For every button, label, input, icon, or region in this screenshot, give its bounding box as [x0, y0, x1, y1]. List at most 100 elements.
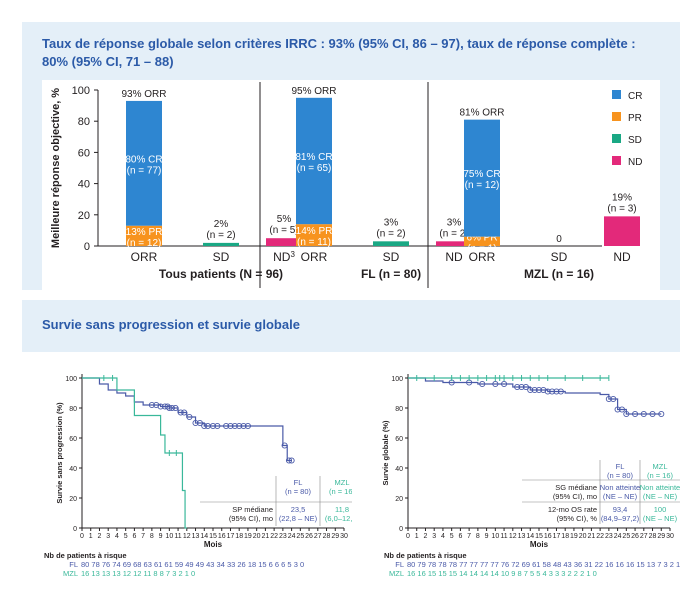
risk-row-values: 80 78 76 74 69 68 63 61 61 59 49 49 43 3…: [81, 560, 304, 569]
y-tick-label: 100: [391, 376, 403, 383]
bar-segment-cr: [464, 119, 500, 237]
y-tick-label: 60: [395, 436, 403, 443]
x-tick-label: 20: [579, 533, 587, 540]
legend-swatch-pr: [612, 112, 621, 121]
x-tick-label: 22: [596, 533, 604, 540]
y-tick-label: 100: [72, 85, 90, 97]
bar-segment-pr: [296, 224, 332, 246]
x-tick-label: 4: [115, 533, 119, 540]
table-cell: (84,9–97,2): [601, 514, 640, 523]
group-label: FL (n = 80): [361, 267, 421, 281]
table-row-label: SG médiane: [555, 483, 597, 492]
bar-top-label: (n = 2): [376, 228, 405, 239]
x-tick-label: 24: [614, 533, 622, 540]
censor-mark-fl: [632, 410, 639, 418]
risk-row-values: 16 16 15 15 15 14 14 14 14 10 9 8 7 5 5 …: [407, 569, 597, 578]
censor-mark-fl: [479, 380, 486, 388]
x-tick-label: 22: [270, 533, 278, 540]
bar-segment-pr: [464, 236, 500, 246]
censor-mark-fl: [527, 386, 534, 394]
segment-label: 81% CR: [295, 152, 332, 163]
bar-segment-nd: [436, 241, 472, 246]
segment-label: (n = 65): [297, 163, 332, 174]
km-curve-fl: [82, 377, 292, 462]
table-row-label: (95% CI), mo: [229, 514, 273, 523]
x-tick-label: 27: [640, 533, 648, 540]
y-tick-label: 40: [69, 466, 77, 473]
y-axis-title: Survie sans progression (%): [55, 402, 64, 504]
y-tick-label: 80: [78, 116, 90, 128]
table-cell: Non atteinte: [600, 483, 640, 492]
segment-label: (n = 12): [127, 238, 162, 249]
table-header: FL: [616, 462, 625, 471]
x-tick-label: 2: [424, 533, 428, 540]
censor-mark-fl: [148, 401, 155, 409]
x-tick-label: 16: [218, 533, 226, 540]
censor-mark-fl: [288, 457, 295, 464]
risk-row-label: MZL: [63, 569, 78, 578]
segment-label: 80% CR: [125, 154, 162, 165]
y-tick-label: 80: [69, 406, 77, 413]
x-tick-label: 4: [441, 533, 445, 540]
x-tick-label: 11: [500, 533, 507, 540]
x-tick-label: 19: [244, 533, 252, 540]
censor-mark-fl: [605, 395, 612, 403]
censor-mark-fl: [285, 457, 293, 464]
x-tick-label: 8: [476, 533, 480, 540]
censor-mark-fl: [201, 422, 208, 430]
bar-segment-pr: [126, 225, 162, 246]
response-panel: Taux de réponse globale selon critères I…: [22, 22, 680, 290]
censor-mark-fl: [157, 403, 164, 410]
x-tick-label: 30: [666, 533, 674, 540]
censor-mark-fl: [492, 380, 499, 388]
x-tick-label: ND3: [273, 250, 295, 264]
legend-label: ND: [628, 157, 642, 168]
segment-label: 75% CR: [463, 169, 500, 180]
censor-mark-fl: [535, 386, 543, 394]
legend-swatch-sd: [612, 134, 621, 143]
y-axis-title: Survie globale (%): [381, 420, 390, 486]
survival-title: Survie sans progression et survie global…: [42, 317, 300, 332]
x-tick-label: 13: [192, 533, 200, 540]
legend-label: CR: [628, 91, 642, 102]
x-tick-label: 23: [605, 533, 613, 540]
table-header: MZL: [335, 478, 350, 487]
x-axis-title: Mois: [530, 540, 549, 549]
x-tick-label: 21: [588, 533, 596, 540]
table-cell: (NE – NE): [603, 492, 638, 501]
x-tick-label: 5: [450, 533, 454, 540]
table-row-label: (95% CI), mo: [553, 492, 597, 501]
x-tick-label: ND: [613, 250, 631, 264]
km-curve-fl: [408, 377, 662, 415]
censor-mark-fl: [166, 404, 173, 412]
censor-mark-fl: [244, 422, 251, 430]
censor-mark-fl: [531, 386, 538, 394]
bar-top-label: 0: [556, 234, 562, 245]
x-tick-label: 30: [340, 533, 348, 540]
risk-row-values: 80 79 78 78 78 77 77 77 77 76 72 69 61 5…: [407, 560, 680, 569]
censor-mark-fl: [227, 422, 234, 430]
y-tick-label: 100: [65, 376, 77, 383]
group-label: MZL (n = 16): [524, 267, 594, 281]
risk-row-label: MZL: [389, 569, 404, 578]
censor-mark-fl: [610, 395, 617, 403]
censor-mark-fl: [514, 383, 521, 391]
legend-swatch-cr: [612, 90, 621, 99]
x-tick-label: 12: [509, 533, 517, 540]
censor-mark-fl: [181, 409, 188, 416]
x-tick-label: 18: [561, 533, 569, 540]
x-tick-label: 25: [622, 533, 630, 540]
censor-mark-fl: [618, 406, 626, 413]
segment-label: (n = 11): [297, 237, 331, 248]
table-cell: (NE – NE): [643, 514, 678, 523]
x-tick-label: 15: [209, 533, 217, 540]
bar-segment-nd: [604, 216, 640, 246]
x-tick-label: 29: [657, 533, 665, 540]
risk-row-label: FL: [69, 560, 78, 569]
legend-label: PR: [628, 113, 642, 124]
table-header: (n = 16): [329, 487, 352, 496]
bar-segment-cr: [296, 97, 332, 225]
x-tick-label: 14: [200, 533, 208, 540]
superscript: 3: [290, 250, 295, 259]
